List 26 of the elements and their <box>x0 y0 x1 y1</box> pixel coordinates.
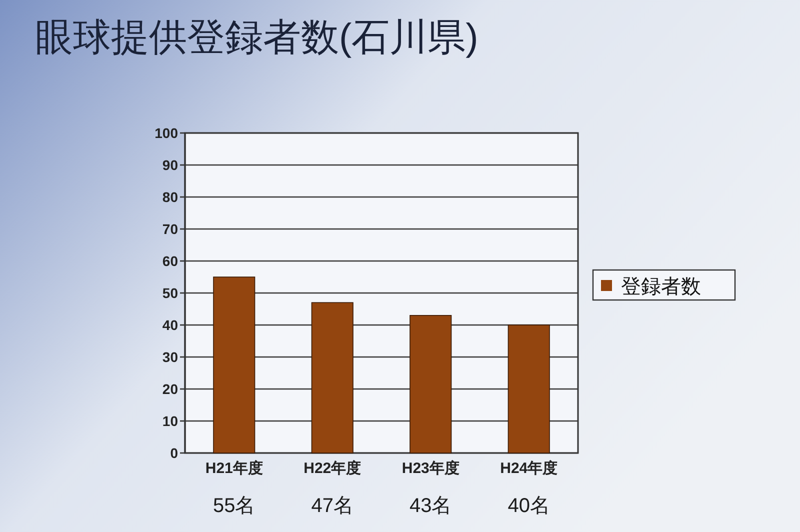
x-tick-label: H23年度 <box>402 459 460 477</box>
y-tick-label: 20 <box>162 381 178 397</box>
y-tick-label: 50 <box>162 285 178 301</box>
y-tick-label: 40 <box>162 317 178 333</box>
y-tick-label: 90 <box>162 157 178 173</box>
y-tick-label: 10 <box>162 413 178 429</box>
data-label: 55名 <box>213 495 256 517</box>
x-tick-label: H21年度 <box>205 459 263 477</box>
y-tick-label: 80 <box>162 189 178 205</box>
bar <box>410 315 452 454</box>
y-tick-label: 70 <box>162 221 178 237</box>
data-label: 43名 <box>410 495 452 517</box>
x-tick-label: H22年度 <box>304 459 362 477</box>
title: 眼球提供登録者数(石川県) <box>35 17 478 59</box>
y-tick-label: 100 <box>154 125 178 141</box>
bar <box>213 276 256 454</box>
legend-label: 登録者数 <box>621 276 701 298</box>
legend: 登録者数 <box>592 269 736 301</box>
bar <box>311 302 354 454</box>
y-tick-label: 60 <box>162 253 178 269</box>
y-tick-label: 30 <box>162 349 178 365</box>
x-tick-label: H24年度 <box>500 459 558 477</box>
data-label: 40名 <box>508 495 550 517</box>
bar <box>508 324 550 454</box>
data-label: 47名 <box>311 495 354 517</box>
y-tick-label: 0 <box>170 445 178 461</box>
